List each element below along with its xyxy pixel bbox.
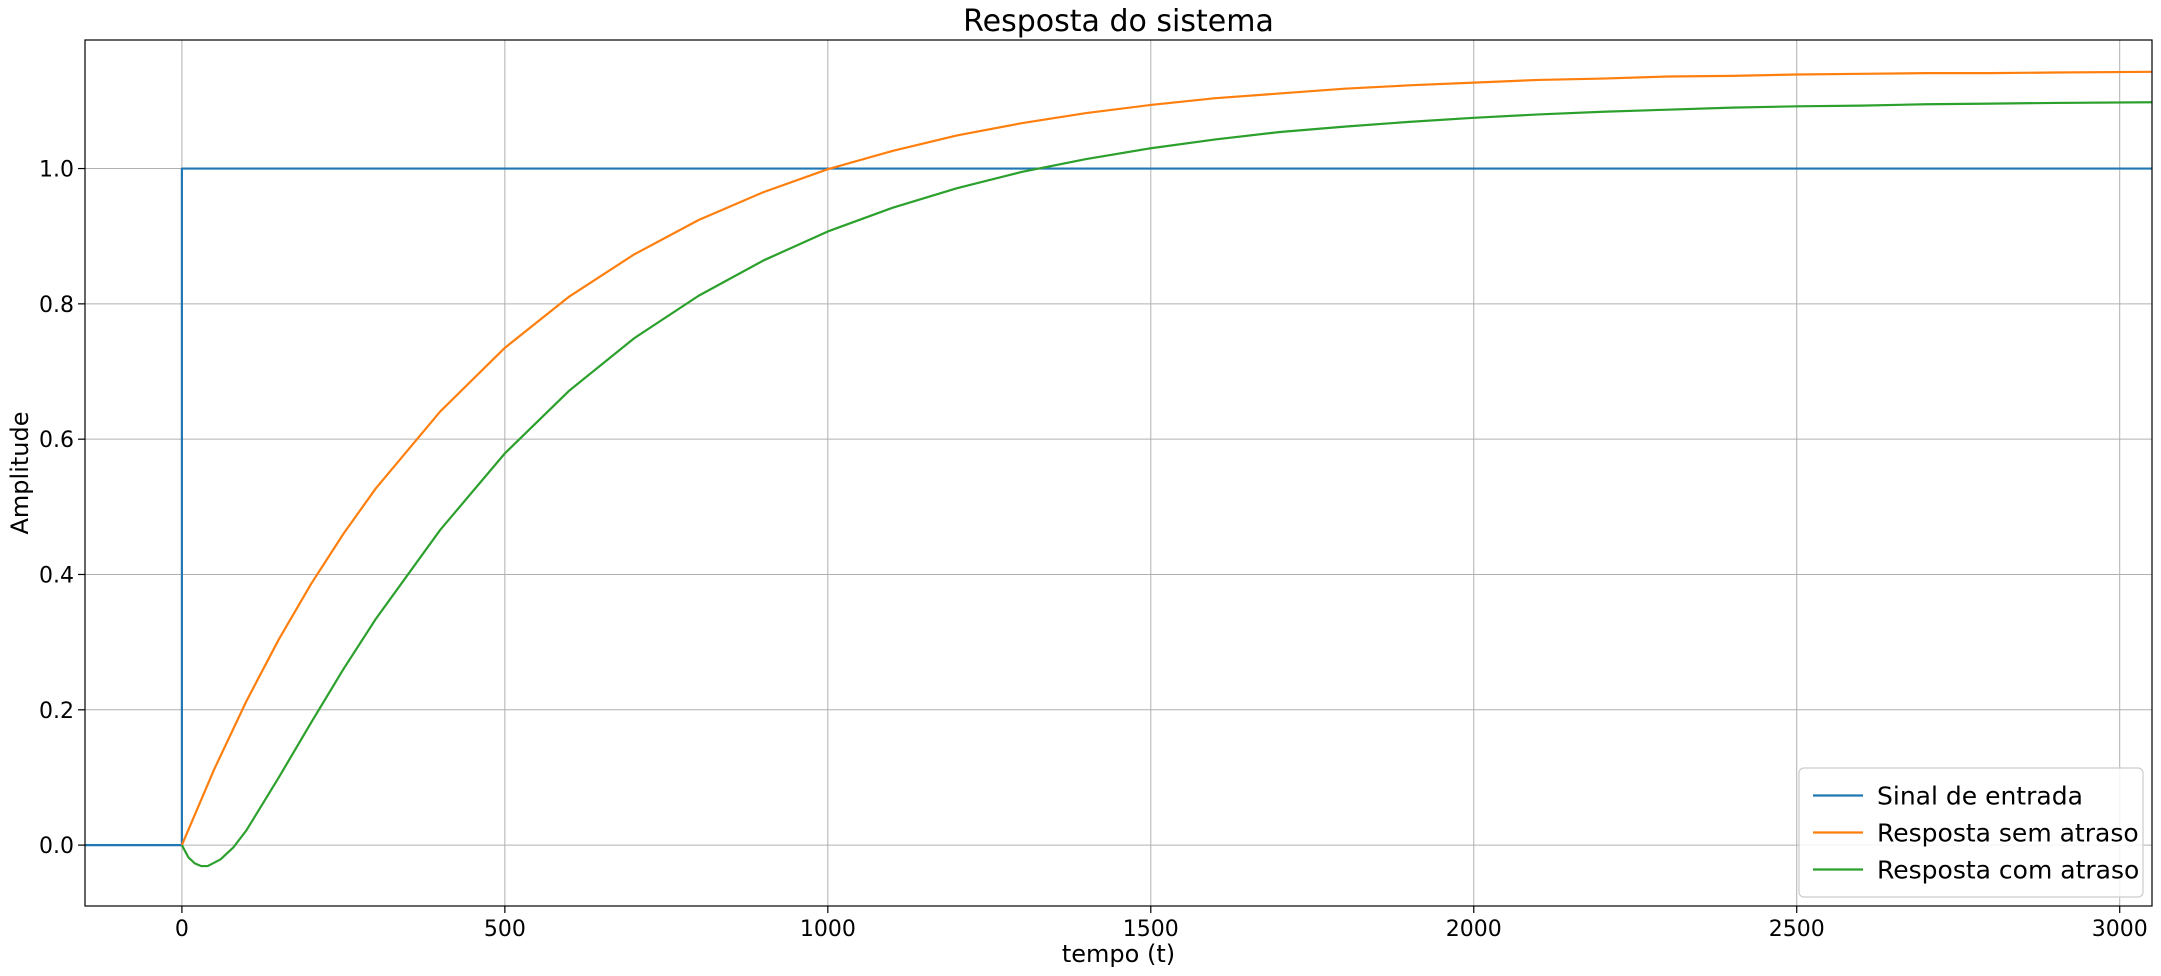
chart-title: Resposta do sistema: [963, 4, 1274, 39]
series-line-3: [180, 101, 2153, 868]
x-tick-label: 2500: [1769, 917, 1825, 942]
y-axis-label: Amplitude: [6, 412, 34, 535]
y-tick-label: 0.4: [39, 563, 74, 588]
x-tick-label: 1500: [1123, 917, 1179, 942]
legend-label-3: Resposta com atraso: [1877, 856, 2139, 885]
y-tick-label: 0.8: [39, 293, 74, 318]
legend: Sinal de entrada Resposta sem atraso Respo…: [1798, 767, 2144, 898]
y-tick-label: 1.0: [39, 158, 74, 183]
series-line-2: [180, 70, 2153, 846]
series-line-1: [85, 167, 2152, 847]
x-tick-label: 3000: [2092, 917, 2148, 942]
x-tick-label: 2000: [1446, 917, 1502, 942]
y-tick-label: 0.0: [39, 834, 74, 859]
x-tick-label: 500: [484, 917, 526, 942]
y-axis-ticks: 0.0 0.2 0.4 0.6 0.8 1.0: [39, 158, 85, 859]
y-tick-label: 0.6: [39, 428, 74, 453]
x-axis-ticks: 0 500 1000 1500 2000 2500 3000: [175, 906, 2148, 942]
x-axis-label: tempo (t): [1062, 940, 1175, 968]
y-tick-label: 0.2: [39, 699, 74, 724]
legend-label-2: Resposta sem atraso: [1877, 819, 2139, 848]
x-tick-label: 0: [175, 917, 189, 942]
legend-label-1: Sinal de entrada: [1877, 782, 2083, 811]
x-tick-label: 1000: [800, 917, 856, 942]
plot-area-frame: [84, 39, 2153, 907]
legend-box: [1798, 767, 2144, 898]
grid: [85, 40, 2152, 906]
series-layer: [85, 70, 2153, 868]
